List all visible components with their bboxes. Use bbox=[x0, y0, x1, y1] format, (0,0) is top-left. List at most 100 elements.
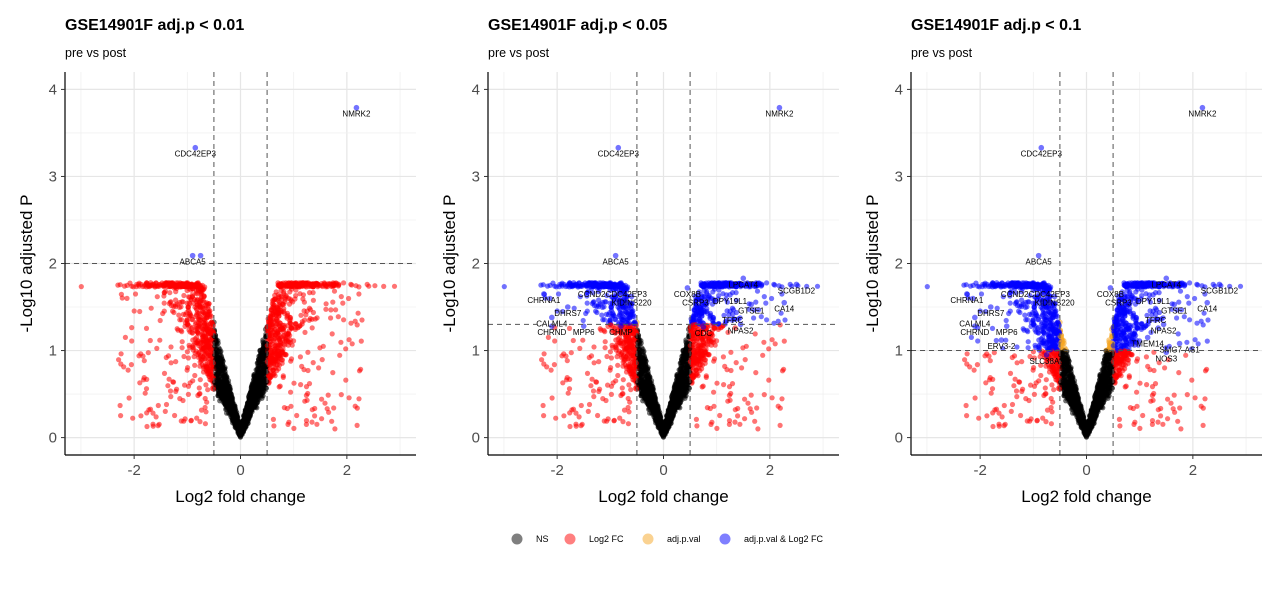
data-point bbox=[144, 410, 150, 416]
data-point bbox=[291, 425, 297, 431]
data-point bbox=[210, 360, 216, 366]
data-point bbox=[303, 418, 310, 424]
data-point bbox=[196, 385, 202, 391]
data-point bbox=[125, 367, 131, 373]
data-point bbox=[163, 401, 170, 408]
data-point bbox=[310, 297, 316, 303]
data-point bbox=[211, 379, 218, 385]
data-point bbox=[128, 362, 134, 368]
data-point bbox=[346, 337, 352, 343]
data-point bbox=[270, 311, 276, 318]
data-point bbox=[352, 403, 358, 409]
data-point bbox=[182, 323, 188, 329]
data-point bbox=[216, 352, 222, 358]
data-point bbox=[250, 387, 256, 393]
data-point bbox=[314, 421, 320, 427]
data-point bbox=[148, 305, 154, 311]
data-point bbox=[155, 402, 161, 409]
data-point bbox=[261, 379, 267, 385]
data-point bbox=[310, 290, 316, 296]
data-point bbox=[132, 291, 139, 297]
data-point bbox=[300, 296, 306, 302]
data-point bbox=[271, 423, 277, 429]
data-point bbox=[206, 373, 212, 379]
data-point bbox=[314, 315, 320, 321]
data-point bbox=[242, 415, 248, 421]
data-point bbox=[391, 283, 398, 289]
data-point bbox=[179, 329, 185, 335]
data-point bbox=[333, 307, 339, 313]
data-point bbox=[202, 421, 208, 427]
data-point bbox=[180, 282, 186, 288]
data-point bbox=[324, 283, 330, 289]
data-point bbox=[302, 317, 308, 323]
data-point bbox=[310, 309, 316, 316]
data-point bbox=[349, 341, 355, 347]
data-point bbox=[187, 344, 193, 350]
data-point bbox=[302, 329, 308, 335]
data-point bbox=[154, 294, 160, 300]
data-point bbox=[163, 280, 169, 286]
data-point bbox=[197, 359, 203, 365]
data-point bbox=[346, 295, 352, 302]
data-point bbox=[143, 386, 150, 392]
data-point bbox=[138, 413, 144, 419]
data-point bbox=[136, 280, 142, 286]
data-point bbox=[281, 324, 287, 330]
data-point bbox=[338, 339, 344, 345]
data-point bbox=[310, 360, 316, 366]
data-point bbox=[359, 317, 365, 323]
data-point bbox=[129, 325, 135, 331]
data-point bbox=[185, 283, 191, 290]
data-point bbox=[167, 299, 173, 305]
data-point bbox=[184, 349, 190, 355]
data-point bbox=[166, 376, 172, 382]
data-point bbox=[288, 356, 295, 362]
data-point bbox=[124, 295, 130, 301]
data-point bbox=[270, 416, 276, 422]
data-point bbox=[372, 283, 378, 289]
data-point bbox=[335, 314, 341, 320]
data-point bbox=[343, 346, 349, 352]
data-point bbox=[200, 353, 206, 360]
data-point bbox=[258, 373, 264, 379]
data-point bbox=[140, 353, 146, 359]
data-point bbox=[278, 294, 284, 300]
data-point bbox=[137, 308, 143, 315]
data-point bbox=[227, 387, 233, 394]
data-point bbox=[282, 299, 288, 305]
data-point bbox=[205, 330, 211, 337]
data-point bbox=[247, 412, 253, 418]
data-point bbox=[352, 318, 358, 324]
data-point bbox=[238, 431, 245, 437]
data-point bbox=[304, 397, 310, 403]
data-point bbox=[200, 369, 207, 375]
data-point bbox=[206, 352, 212, 359]
data-point bbox=[207, 369, 213, 375]
data-point bbox=[285, 331, 291, 337]
data-point bbox=[814, 283, 821, 289]
data-point bbox=[140, 377, 147, 383]
data-point bbox=[309, 407, 315, 413]
data-point bbox=[255, 396, 261, 402]
data-point bbox=[142, 390, 148, 396]
data-point bbox=[285, 282, 291, 288]
panel-subtitle: pre vs post bbox=[65, 46, 127, 60]
data-point bbox=[331, 405, 337, 411]
data-point bbox=[192, 304, 198, 310]
data-point bbox=[219, 357, 225, 363]
data-point bbox=[284, 313, 290, 319]
data-point bbox=[191, 354, 197, 360]
data-point bbox=[197, 377, 203, 383]
data-point bbox=[201, 363, 207, 370]
y-axis-label: -Log10 adjusted P bbox=[17, 195, 36, 333]
data-point bbox=[290, 299, 296, 305]
data-point bbox=[161, 300, 167, 306]
x-axis-label: Log2 fold change bbox=[175, 487, 305, 506]
data-point bbox=[346, 395, 352, 401]
data-point bbox=[254, 382, 260, 388]
data-point bbox=[195, 392, 201, 399]
data-point bbox=[329, 418, 335, 424]
